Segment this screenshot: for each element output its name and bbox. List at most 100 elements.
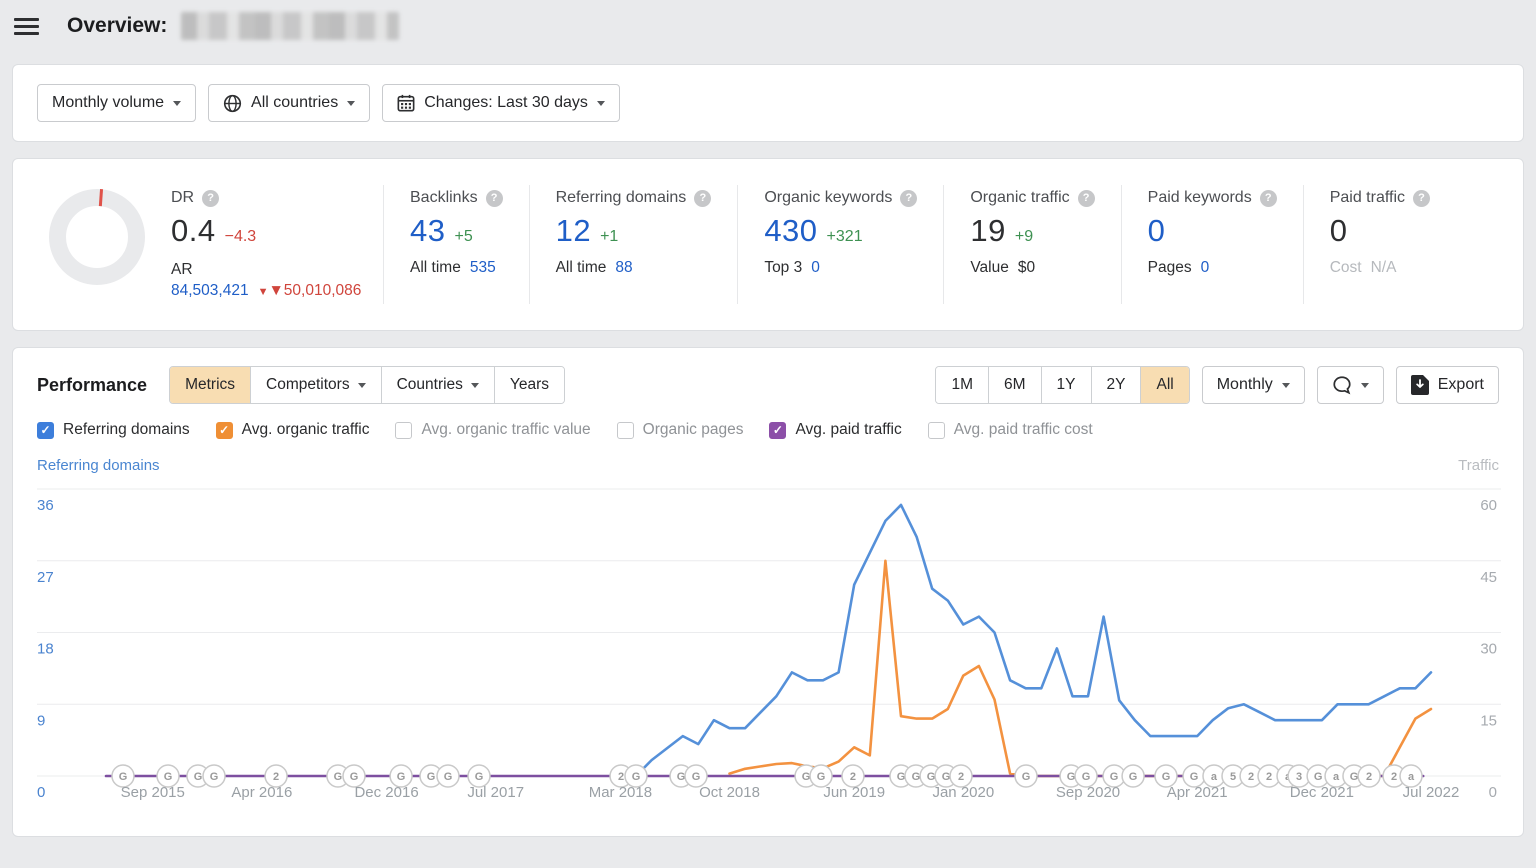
range-1m[interactable]: 1M [936,367,988,403]
svg-text:Dec 2021: Dec 2021 [1290,784,1354,801]
hamburger-menu-icon[interactable] [14,17,39,35]
svg-text:2: 2 [1248,771,1254,783]
help-icon[interactable]: ? [1259,189,1277,207]
svg-text:2: 2 [1366,771,1372,783]
series-toggle-row: ✓ Referring domains ✓ Avg. organic traffic A… [37,421,1499,439]
range-1y[interactable]: 1Y [1040,367,1091,403]
time-range-group: 1M 6M 1Y 2Y All [935,366,1190,404]
help-icon[interactable]: ? [1413,189,1430,207]
svg-text:45: 45 [1480,569,1497,586]
toggle-referring-domains[interactable]: ✓ Referring domains [37,421,190,439]
annotations-dropdown[interactable] [1316,366,1384,404]
svg-text:a: a [1211,771,1218,783]
svg-text:3: 3 [1296,771,1302,783]
tab-countries[interactable]: Countries [380,367,494,403]
svg-text:G: G [897,771,906,783]
metric-value: 43 [410,213,446,248]
metric-label: Organic traffic [970,189,1070,206]
svg-text:G: G [1190,771,1199,783]
svg-text:G: G [350,771,359,783]
svg-text:Jun 2019: Jun 2019 [823,784,885,801]
svg-text:0: 0 [37,784,45,801]
metric-value: 430 [764,213,818,248]
toggle-avg-paid-traffic-cost[interactable]: Avg. paid traffic cost [927,421,1093,439]
help-icon[interactable]: ? [1077,189,1095,207]
toggle-avg-organic-traffic-value[interactable]: Avg. organic traffic value [395,421,591,439]
svg-text:G: G [164,771,173,783]
tab-competitors[interactable]: Competitors [250,367,381,403]
metric-delta: +321 [826,228,863,245]
metric-backlinks: Backlinks? 43 +5 All time 535 [383,185,529,304]
toggle-label: Avg. paid traffic cost [953,421,1093,438]
svg-text:2: 2 [618,771,624,783]
metric-sub-value[interactable]: $0 [1017,259,1036,276]
help-icon[interactable]: ? [900,189,918,207]
toggle-organic-pages[interactable]: Organic pages [616,421,743,439]
svg-text:a: a [1408,771,1415,783]
svg-text:G: G [802,771,811,783]
checkbox-icon: ✓ [37,421,54,439]
metric-sub-value[interactable]: 88 [615,259,633,276]
page-title: Overview: [67,14,168,37]
changes-period-label: Changes: Last 30 days [424,94,588,111]
metric-sub-value[interactable]: 84,503,421 [171,282,249,299]
metric-sub-label: AR [171,261,193,278]
metric-sub-label: Pages [1147,259,1192,276]
help-icon[interactable]: ? [694,189,712,207]
metric-sub-value[interactable]: 0 [1200,259,1210,276]
toggle-label: Avg. organic traffic [241,421,370,438]
performance-chart[interactable]: GGGG2GGGGGG2GGGGG2GGGG2GGGGGGGa522a3GaG2… [37,476,1501,826]
svg-text:G: G [475,771,484,783]
svg-text:60: 60 [1480,497,1497,514]
svg-text:30: 30 [1480,641,1497,658]
svg-text:G: G [427,771,436,783]
range-2y[interactable]: 2Y [1090,367,1141,403]
range-all[interactable]: All [1140,367,1189,403]
metric-delta: −4.3 [224,228,257,245]
svg-text:5: 5 [1230,771,1236,783]
metric-delta: +9 [1014,228,1034,245]
svg-text:18: 18 [37,641,54,658]
metric-paid-keywords: Paid keywords? 0 Pages 0 [1120,185,1303,304]
metric-label: DR [171,189,195,206]
svg-text:G: G [1129,771,1138,783]
countries-dropdown[interactable]: All countries [208,84,371,122]
tab-years[interactable]: Years [493,367,564,403]
left-axis-title: Referring domains [37,457,160,474]
export-file-icon [1410,375,1429,395]
right-axis-title: Traffic [1458,457,1499,474]
svg-text:G: G [927,771,936,783]
svg-text:Apr 2016: Apr 2016 [231,784,292,801]
toggle-avg-paid-traffic[interactable]: ✓ Avg. paid traffic [769,421,902,439]
metric-value: 0.4 [171,213,216,248]
monthly-volume-dropdown[interactable]: Monthly volume [37,84,197,122]
svg-text:Dec 2016: Dec 2016 [354,784,418,801]
svg-text:2: 2 [850,771,856,783]
metric-sub-value[interactable]: 535 [469,259,496,276]
toggle-avg-organic-traffic[interactable]: ✓ Avg. organic traffic [215,421,370,439]
target-domain-redacted [181,12,400,40]
svg-text:G: G [1022,771,1031,783]
granularity-dropdown[interactable]: Monthly [1201,366,1305,404]
svg-text:Oct 2018: Oct 2018 [699,784,760,801]
changes-period-dropdown[interactable]: Changes: Last 30 days [382,84,620,122]
metric-sub-value[interactable]: N/A [1370,259,1397,276]
performance-tabs: Metrics Competitors Countries Years [169,366,565,404]
range-6m[interactable]: 6M [988,367,1041,403]
help-icon[interactable]: ? [202,189,220,207]
metric-paid-traffic: Paid traffic? 0 Cost N/A [1302,185,1456,304]
svg-text:2: 2 [273,771,279,783]
svg-text:15: 15 [1480,712,1497,729]
metric-sub-value[interactable]: 0 [811,259,820,276]
globe-icon [223,94,242,112]
export-button[interactable]: Export [1395,366,1499,404]
checkbox-icon: ✓ [215,421,233,439]
calendar-icon [397,94,415,112]
tab-metrics[interactable]: Metrics [170,367,251,403]
chevron-down-icon [596,100,605,106]
checkbox-icon: ✓ [769,421,787,439]
svg-text:G: G [692,771,701,783]
help-icon[interactable]: ? [485,189,503,207]
metric-value: 0 [1147,213,1166,248]
metric-sub-label: All time [410,259,461,276]
